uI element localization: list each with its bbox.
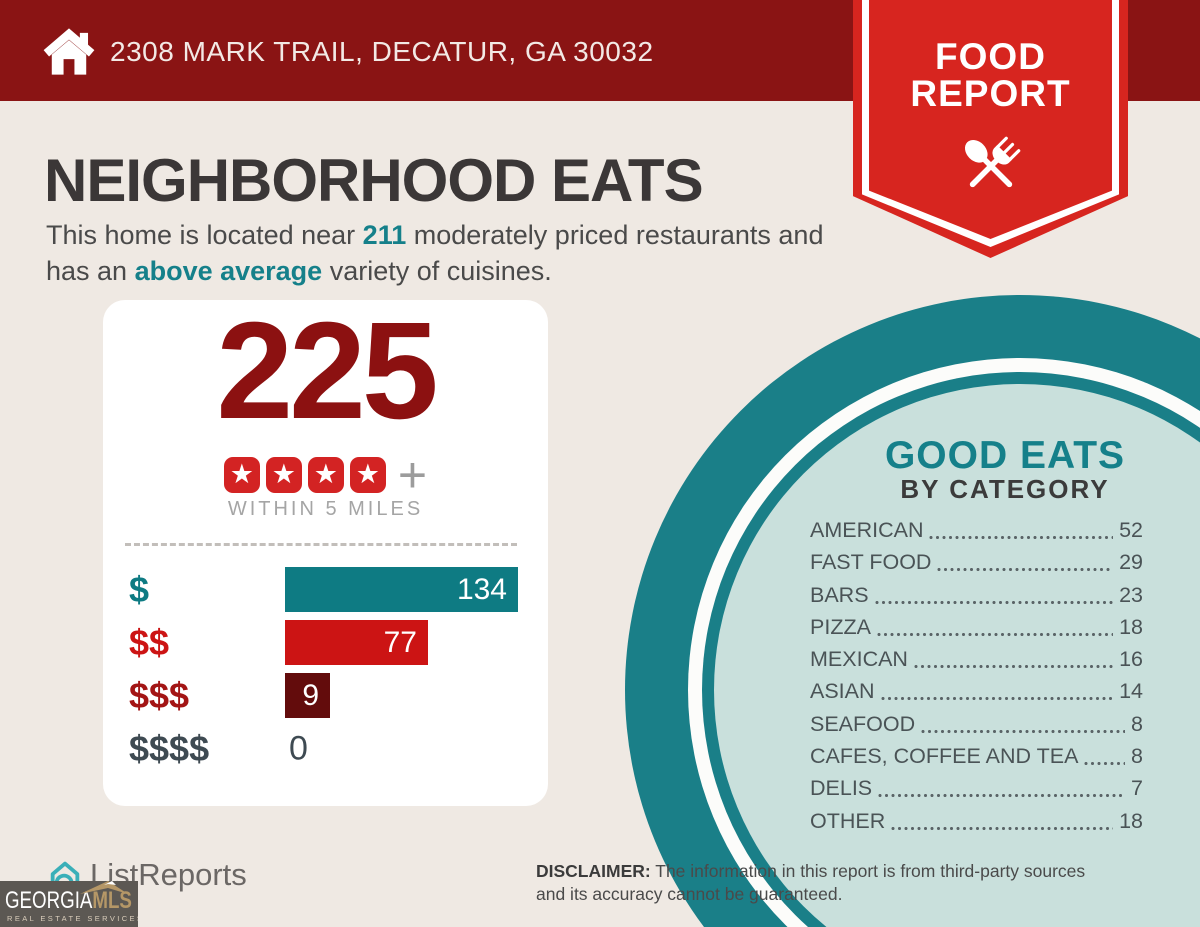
category-row: DELIS 7 bbox=[810, 776, 1143, 801]
subtitle-text-2: moderately priced restaurants and has an bbox=[46, 220, 824, 286]
category-label: FAST FOOD bbox=[810, 550, 932, 575]
category-value: 8 bbox=[1131, 711, 1143, 736]
restaurant-summary-card: 225 ★ ★ ★ ★ + WITHIN 5 MILES $ 134 $$ 77 bbox=[103, 300, 548, 806]
category-value: 7 bbox=[1131, 776, 1143, 801]
category-row: SEAFOOD 8 bbox=[810, 711, 1143, 737]
subtitle-text-3: variety of cuisines. bbox=[322, 255, 552, 286]
category-value: 23 bbox=[1119, 582, 1143, 607]
radius-note: WITHIN 5 MILES bbox=[227, 498, 424, 520]
price-label: $$ bbox=[129, 621, 170, 663]
category-label: ASIAN bbox=[810, 679, 875, 704]
dotted-leader bbox=[878, 793, 1126, 799]
mls-georgia-text: GEORGIA bbox=[5, 887, 93, 914]
price-label: $ bbox=[129, 568, 150, 610]
price-row-2: $$ 77 bbox=[103, 616, 548, 669]
bar-value: 0 bbox=[289, 729, 308, 767]
category-label: OTHER bbox=[810, 808, 886, 833]
dotted-leader bbox=[876, 631, 1114, 637]
price-row-1: $ 134 bbox=[103, 563, 548, 616]
category-label: MEXICAN bbox=[810, 647, 908, 672]
dashed-divider bbox=[125, 543, 517, 546]
dotted-leader bbox=[891, 825, 1114, 831]
price-label: $$$$ bbox=[129, 727, 210, 769]
subtitle-highlight-variety: above average bbox=[134, 255, 323, 286]
bar-value: 77 bbox=[383, 625, 417, 659]
subtitle-highlight-count: 211 bbox=[362, 220, 407, 250]
category-row: FAST FOOD 29 bbox=[810, 550, 1143, 575]
dotted-leader bbox=[929, 535, 1114, 540]
georgia-mls-logo: GEORGIAMLS REAL ESTATE SERVICES bbox=[0, 881, 138, 927]
category-row: AMERICAN 52 bbox=[810, 518, 1143, 543]
category-label: DELIS bbox=[810, 776, 873, 801]
mls-tagline: REAL ESTATE SERVICES bbox=[7, 914, 138, 923]
category-label: SEAFOOD bbox=[810, 711, 916, 736]
star-icon: ★ bbox=[307, 457, 344, 493]
category-label: PIZZA bbox=[810, 614, 871, 639]
ribbon-content: FOOD REPORT bbox=[853, 0, 1128, 211]
price-row-4: $$$$ 0 bbox=[103, 722, 548, 775]
good-eats-subtitle: BY CATEGORY bbox=[900, 474, 1110, 504]
mls-roof-icon bbox=[80, 881, 128, 894]
category-row: OTHER 18 bbox=[810, 808, 1143, 834]
dotted-leader bbox=[874, 599, 1114, 605]
subtitle-text-1: This home is located near bbox=[46, 220, 363, 250]
bar-three-dollar: 9 bbox=[285, 673, 330, 718]
price-level-chart: $ 134 $$ 77 $$$ 9 $$$$ 0 bbox=[103, 563, 548, 775]
category-value: 18 bbox=[1119, 808, 1143, 833]
bar-one-dollar: 134 bbox=[285, 567, 518, 612]
ribbon-title-line2: REPORT bbox=[910, 73, 1071, 114]
disclaimer-label: DISCLAIMER: bbox=[536, 861, 651, 881]
mls-mls-text: MLS bbox=[92, 887, 132, 914]
good-eats-title: GOOD EATS bbox=[884, 434, 1126, 477]
category-row: BARS 23 bbox=[810, 582, 1143, 608]
category-value: 52 bbox=[1119, 518, 1143, 542]
dotted-leader bbox=[937, 567, 1114, 573]
star-icon: ★ bbox=[223, 457, 260, 493]
property-address: 2308 MARK TRAIL, DECATUR, GA 30032 bbox=[110, 36, 654, 67]
total-restaurants-count: 225 bbox=[216, 294, 438, 448]
category-value: 8 bbox=[1131, 744, 1143, 769]
category-label: BARS bbox=[810, 582, 869, 607]
page-subtitle: This home is located near 211 moderately… bbox=[46, 218, 846, 290]
star-icon: ★ bbox=[349, 457, 386, 493]
page-title: NEIGHBORHOOD EATS bbox=[44, 147, 704, 214]
category-value: 14 bbox=[1119, 679, 1143, 704]
category-row: MEXICAN 16 bbox=[810, 647, 1143, 672]
ribbon-title-line1: FOOD bbox=[935, 36, 1046, 77]
category-value: 29 bbox=[1119, 550, 1143, 575]
category-row: CAFES, COFFEE AND TEA 8 bbox=[810, 744, 1143, 769]
bar-two-dollar: 77 bbox=[285, 620, 428, 665]
dotted-leader bbox=[1084, 761, 1126, 767]
ribbon-inner-shape bbox=[869, 0, 1112, 239]
disclaimer: DISCLAIMER: The information in this repo… bbox=[536, 860, 1114, 906]
star-icon: ★ bbox=[265, 457, 302, 493]
price-label: $$$ bbox=[129, 674, 190, 716]
food-report-ribbon: FOOD REPORT bbox=[853, 0, 1128, 258]
category-value: 16 bbox=[1119, 647, 1143, 672]
bar-value: 9 bbox=[302, 678, 319, 712]
dotted-leader bbox=[880, 696, 1114, 702]
category-value: 18 bbox=[1119, 614, 1143, 639]
plus-sign: + bbox=[397, 447, 428, 503]
category-row: ASIAN 14 bbox=[810, 679, 1143, 704]
dotted-leader bbox=[913, 664, 1114, 670]
price-row-3: $$$ 9 bbox=[103, 669, 548, 722]
mls-wordmark: GEORGIAMLS bbox=[5, 887, 132, 915]
category-row: PIZZA 18 bbox=[810, 614, 1143, 640]
good-eats-category-list: AMERICAN 52 FAST FOOD 29 BARS 23 PIZZA 1… bbox=[810, 518, 1143, 844]
category-label: CAFES, COFFEE AND TEA bbox=[810, 744, 1079, 769]
disclaimer-text: The information in this report is from t… bbox=[536, 861, 1086, 905]
bar-value: 134 bbox=[456, 572, 507, 606]
home-icon bbox=[43, 28, 95, 75]
dotted-leader bbox=[921, 728, 1126, 734]
spoon-fork-icon bbox=[964, 136, 1020, 188]
star-rating-row: ★ ★ ★ ★ + bbox=[103, 450, 548, 500]
category-label: AMERICAN bbox=[810, 518, 924, 542]
